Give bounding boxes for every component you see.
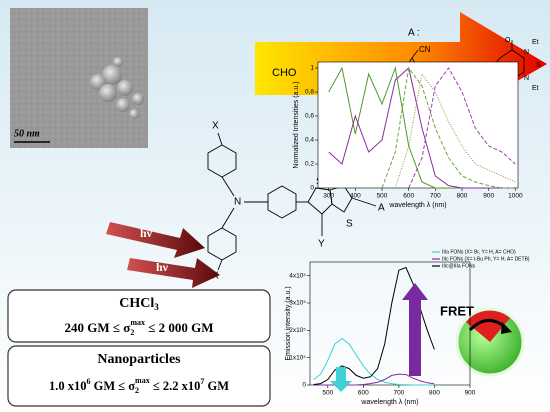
series-line [313, 373, 435, 386]
x-tick-label: 700 [430, 193, 441, 200]
series-line [313, 337, 435, 386]
y-tick-label: 3x10⁵ [289, 300, 306, 307]
x-tick-label: 700 [393, 390, 404, 397]
y-tick-label: 2x10⁵ [289, 327, 306, 334]
particles-box: Nanoparticles 1.0 x106 GM ≤ σ2max ≤ 2.2 … [7, 345, 271, 407]
x-tick-label: 1000 [508, 193, 523, 200]
y-tick-label: 1x10⁵ [289, 354, 306, 361]
x-tick-label: 500 [377, 193, 388, 200]
detb-atom: O [505, 37, 511, 44]
detb-atom: N [524, 49, 529, 56]
box-range: 240 GM ≤ σ2max ≤ 2 000 GM [64, 318, 213, 337]
atom-label: A [378, 203, 385, 214]
scale-bar: 50 nm [14, 128, 40, 139]
y-axis-label: Emission intensity (a.u.) [285, 286, 292, 360]
solution-box: CHCl3 240 GM ≤ σ2max ≤ 2 000 GM [7, 289, 271, 343]
legend-label: IIIa FONs (X= Br, Y= H, A= CHO) [442, 249, 516, 255]
x-tick-label: 400 [350, 193, 361, 200]
detb-atom: Et [532, 39, 539, 46]
y-tick-label: 4x10⁵ [289, 272, 306, 279]
x-tick-label: 900 [465, 390, 476, 397]
legend-label: IIIc@IIIa FONs [442, 263, 476, 269]
detb-atom: Et [532, 85, 539, 92]
increase-arrow [402, 283, 428, 376]
detb-atom: N [524, 75, 529, 82]
fret-label: FRET [440, 303, 474, 318]
x-tick-label: 800 [457, 193, 468, 200]
x-tick-label: 900 [483, 193, 494, 200]
y-tick-label: 1 [310, 65, 314, 72]
x-tick-label: 500 [322, 390, 333, 397]
y-tick-label: 0,2 [305, 161, 314, 168]
cho-label: CHO [272, 67, 297, 79]
decrease-arrow [330, 367, 352, 392]
atom-label: S [346, 219, 353, 230]
plot-area [309, 261, 471, 386]
absorption-emission-chart: 0 0,2 0,4 0,6 0,8 1 300 400 500 600 700 800 900 1000 w… [293, 61, 523, 209]
x-axis-label: wavelength λ (nm) [388, 202, 446, 209]
series-line [381, 66, 516, 189]
legend-label: IIIc FONs (X= t-Bu Ph, Y= H, A= DETB) [442, 256, 530, 262]
detb-atom: S [536, 62, 541, 69]
hv-label: hν [156, 260, 169, 274]
cn-label: CN [419, 45, 431, 54]
tem-image: 50 nm [10, 8, 148, 148]
x-tick-label: 300 [323, 193, 334, 200]
box-title: Nanoparticles [97, 352, 181, 367]
substituent-label: A : [408, 28, 420, 39]
box-range: 1.0 x106 GM ≤ σ2max ≤ 2.2 x107 GM [49, 376, 229, 395]
x-tick-label: 800 [429, 390, 440, 397]
series-line [408, 67, 516, 189]
y-axis-label: Normalized Intensities (a.u.) [293, 81, 300, 168]
y-tick-label: 0,6 [305, 113, 314, 120]
light-arrows: hν hν [106, 222, 220, 288]
x-tick-label: 600 [358, 390, 369, 397]
atom-label: Y [318, 239, 325, 250]
x-tick-label: 600 [403, 193, 414, 200]
series-line [328, 67, 516, 189]
plot-area [317, 61, 519, 189]
fret-icon: FRET [440, 303, 525, 377]
y-tick-label: 0 [310, 185, 314, 192]
y-tick-label: 0,4 [305, 137, 314, 144]
y-tick-label: 0 [302, 382, 306, 389]
y-tick-label: 0,8 [305, 89, 314, 96]
series-line [394, 72, 516, 189]
box-title: CHCl3 [119, 296, 159, 312]
fluorescence-chart: 0 1x10⁵ 2x10⁵ 3x10⁵ 4x10⁵ 500 600 700 800 900 wave… [285, 249, 530, 406]
atom-label: X [212, 121, 219, 132]
x-axis-label: wavelength λ (nm) [360, 399, 418, 406]
atom-label: N [234, 197, 241, 208]
hv-label: hν [140, 226, 153, 240]
